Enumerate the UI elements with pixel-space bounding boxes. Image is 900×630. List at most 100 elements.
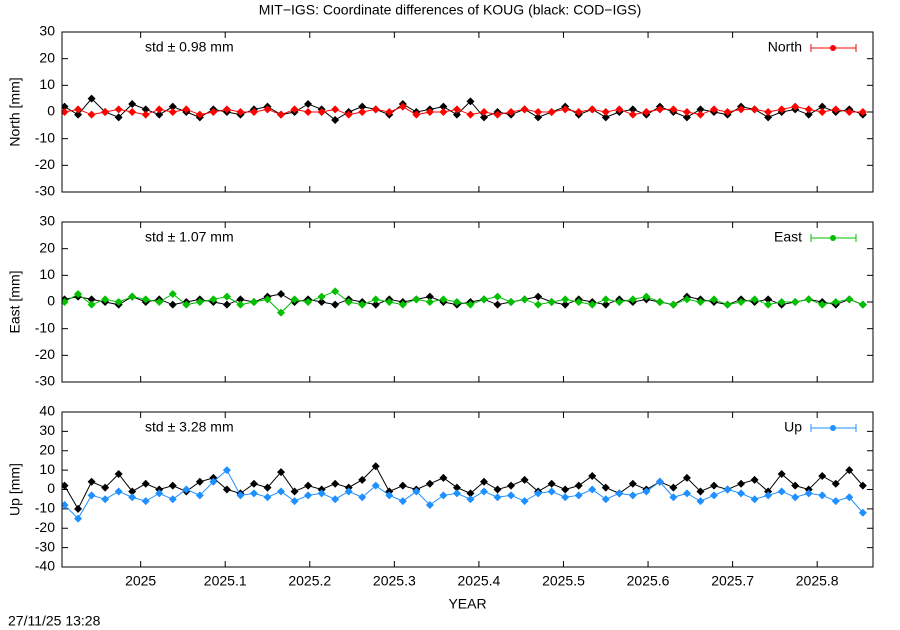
point	[493, 300, 502, 309]
point	[155, 110, 164, 119]
point	[750, 105, 759, 114]
x-tick-label: 2025.8	[796, 573, 839, 589]
point	[128, 100, 137, 108]
point	[249, 489, 258, 498]
y-tick-label: 30	[39, 23, 55, 39]
point	[818, 471, 827, 480]
point	[452, 298, 461, 306]
point	[344, 298, 353, 306]
point	[615, 105, 624, 114]
point	[791, 493, 800, 502]
point	[682, 473, 691, 482]
point	[128, 292, 137, 301]
point	[750, 475, 759, 484]
point	[710, 295, 719, 304]
point	[412, 487, 421, 496]
point	[520, 497, 529, 506]
point	[439, 102, 448, 111]
point	[74, 514, 83, 523]
point	[615, 489, 624, 498]
point	[331, 479, 340, 488]
point	[831, 105, 840, 114]
point	[155, 489, 164, 498]
point	[655, 298, 664, 306]
point	[62, 481, 69, 490]
point	[331, 495, 340, 504]
point	[682, 489, 691, 498]
point	[669, 300, 678, 309]
point	[87, 295, 96, 304]
point	[331, 116, 340, 124]
point	[574, 108, 583, 116]
point	[858, 481, 867, 490]
y-tick-label: -20	[35, 156, 55, 172]
y-axis-label: North [mm]	[7, 77, 23, 146]
point	[493, 110, 502, 119]
point	[141, 295, 150, 304]
y-tick-label: -10	[35, 319, 55, 335]
point	[601, 483, 610, 492]
point	[588, 471, 597, 480]
point	[831, 298, 840, 306]
point	[723, 485, 732, 494]
point	[682, 108, 691, 116]
point	[642, 292, 651, 301]
point	[655, 477, 664, 486]
point	[290, 487, 299, 496]
point	[114, 113, 123, 122]
point	[710, 105, 719, 114]
legend-marker	[830, 235, 836, 241]
point	[696, 110, 705, 119]
point	[331, 287, 340, 296]
point	[290, 497, 299, 506]
point	[141, 479, 150, 488]
point	[155, 105, 164, 114]
point	[574, 491, 583, 500]
point	[479, 113, 488, 122]
point	[222, 105, 231, 114]
y-tick-label: -40	[35, 558, 55, 574]
point	[155, 298, 164, 306]
point	[845, 295, 854, 304]
y-tick-label: -30	[35, 538, 55, 554]
y-tick-label: -10	[35, 500, 55, 516]
point	[601, 295, 610, 304]
point	[534, 292, 543, 301]
y-tick-label: 30	[39, 422, 55, 438]
point	[371, 105, 380, 114]
point	[737, 105, 746, 114]
point	[858, 108, 867, 116]
point	[439, 473, 448, 482]
point	[764, 295, 773, 304]
point	[62, 102, 69, 111]
point	[168, 290, 177, 298]
point	[777, 105, 786, 114]
point	[791, 481, 800, 490]
point	[263, 105, 272, 114]
point	[114, 487, 123, 496]
point	[642, 487, 651, 496]
point	[804, 489, 813, 498]
point	[182, 105, 191, 114]
point	[601, 300, 610, 309]
point	[209, 108, 218, 116]
point	[507, 298, 516, 306]
point	[520, 105, 529, 114]
point	[128, 487, 137, 496]
point	[452, 110, 461, 119]
point	[371, 300, 380, 309]
point	[804, 110, 813, 119]
point	[439, 108, 448, 116]
point	[628, 105, 637, 114]
y-tick-label: 20	[39, 441, 55, 457]
point	[750, 495, 759, 504]
point	[737, 298, 746, 306]
point	[764, 300, 773, 309]
point	[141, 497, 150, 506]
point	[358, 493, 367, 502]
point	[222, 466, 231, 475]
point	[168, 481, 177, 490]
point	[74, 504, 83, 513]
point	[398, 102, 407, 111]
